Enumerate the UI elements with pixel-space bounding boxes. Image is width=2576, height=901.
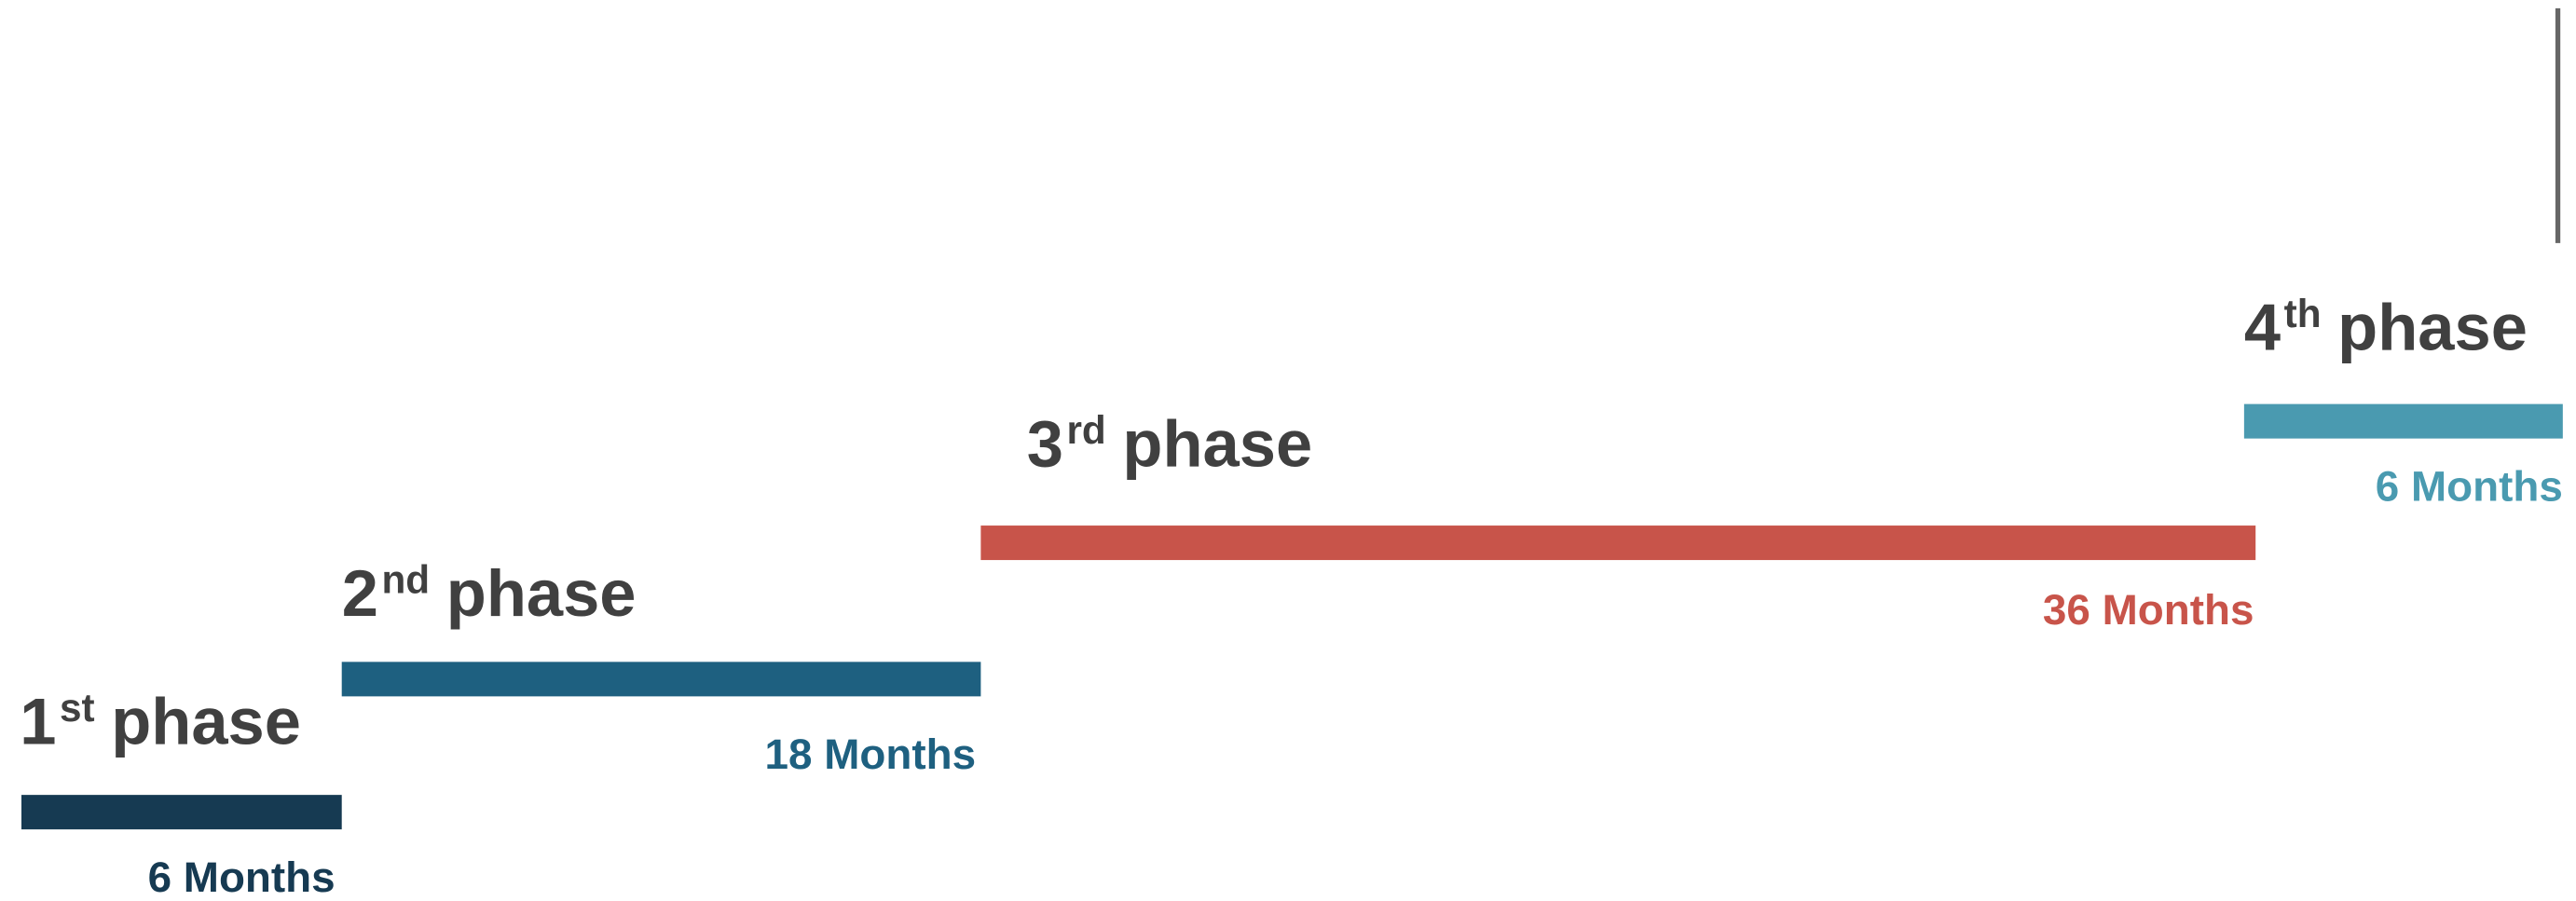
phase-word: phase <box>2337 290 2528 363</box>
phase-duration: 36 Months <box>2043 586 2254 634</box>
phase-number: 2 <box>342 556 378 630</box>
phase-suffix: st <box>60 686 95 730</box>
phase-number: 1 <box>20 684 56 758</box>
phase-number: 4 <box>2244 290 2281 363</box>
phase-number: 3 <box>1027 407 1063 481</box>
phase-bar <box>980 526 2256 561</box>
phase-word: phase <box>111 684 301 758</box>
phase-word: phase <box>1122 407 1312 481</box>
phase-suffix: th <box>2284 292 2322 335</box>
phase-duration: 6 Months <box>2376 463 2563 511</box>
phase-bar <box>2243 403 2563 439</box>
phase-suffix: nd <box>381 557 430 601</box>
phase-duration: 18 Months <box>765 730 977 778</box>
phase-bar <box>341 662 981 697</box>
phase-suffix: rd <box>1066 408 1105 452</box>
phase-duration: 6 Months <box>148 853 336 901</box>
phase-bar <box>21 795 342 830</box>
phase-word: phase <box>446 556 637 630</box>
